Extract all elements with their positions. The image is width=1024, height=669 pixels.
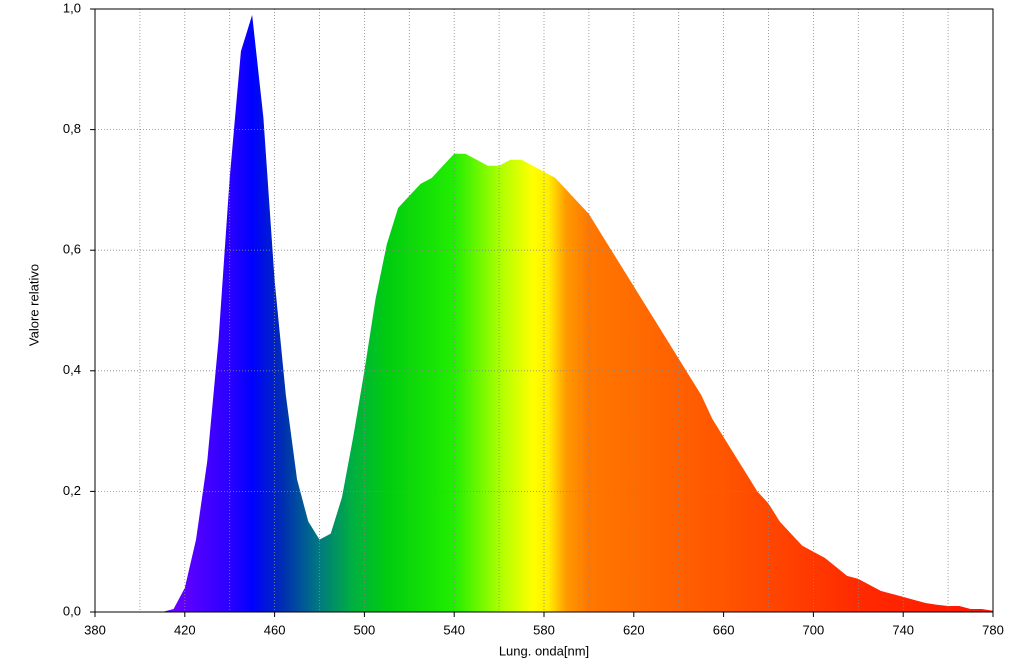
y-tick-label: 0,6 [63,242,81,257]
y-tick-label: 0,4 [63,362,81,377]
spectrum-area [95,15,993,612]
x-axis-label: Lung. onda[nm] [499,643,589,658]
x-tick-label: 540 [443,622,465,637]
y-tick-label: 0,2 [63,483,81,498]
x-tick-label: 780 [982,622,1004,637]
x-tick-label: 660 [713,622,735,637]
y-tick-label: 1,0 [63,0,81,15]
y-tick-label: 0,0 [63,603,81,618]
x-tick-label: 420 [174,622,196,637]
x-tick-label: 700 [803,622,825,637]
x-tick-label: 460 [264,622,286,637]
x-tick-label: 380 [84,622,106,637]
y-tick-label: 0,8 [63,121,81,136]
x-tick-label: 500 [354,622,376,637]
x-tick-label: 620 [623,622,645,637]
x-tick-label: 580 [533,622,555,637]
y-axis-label: Valore relativo [26,264,41,346]
x-tick-label: 740 [892,622,914,637]
